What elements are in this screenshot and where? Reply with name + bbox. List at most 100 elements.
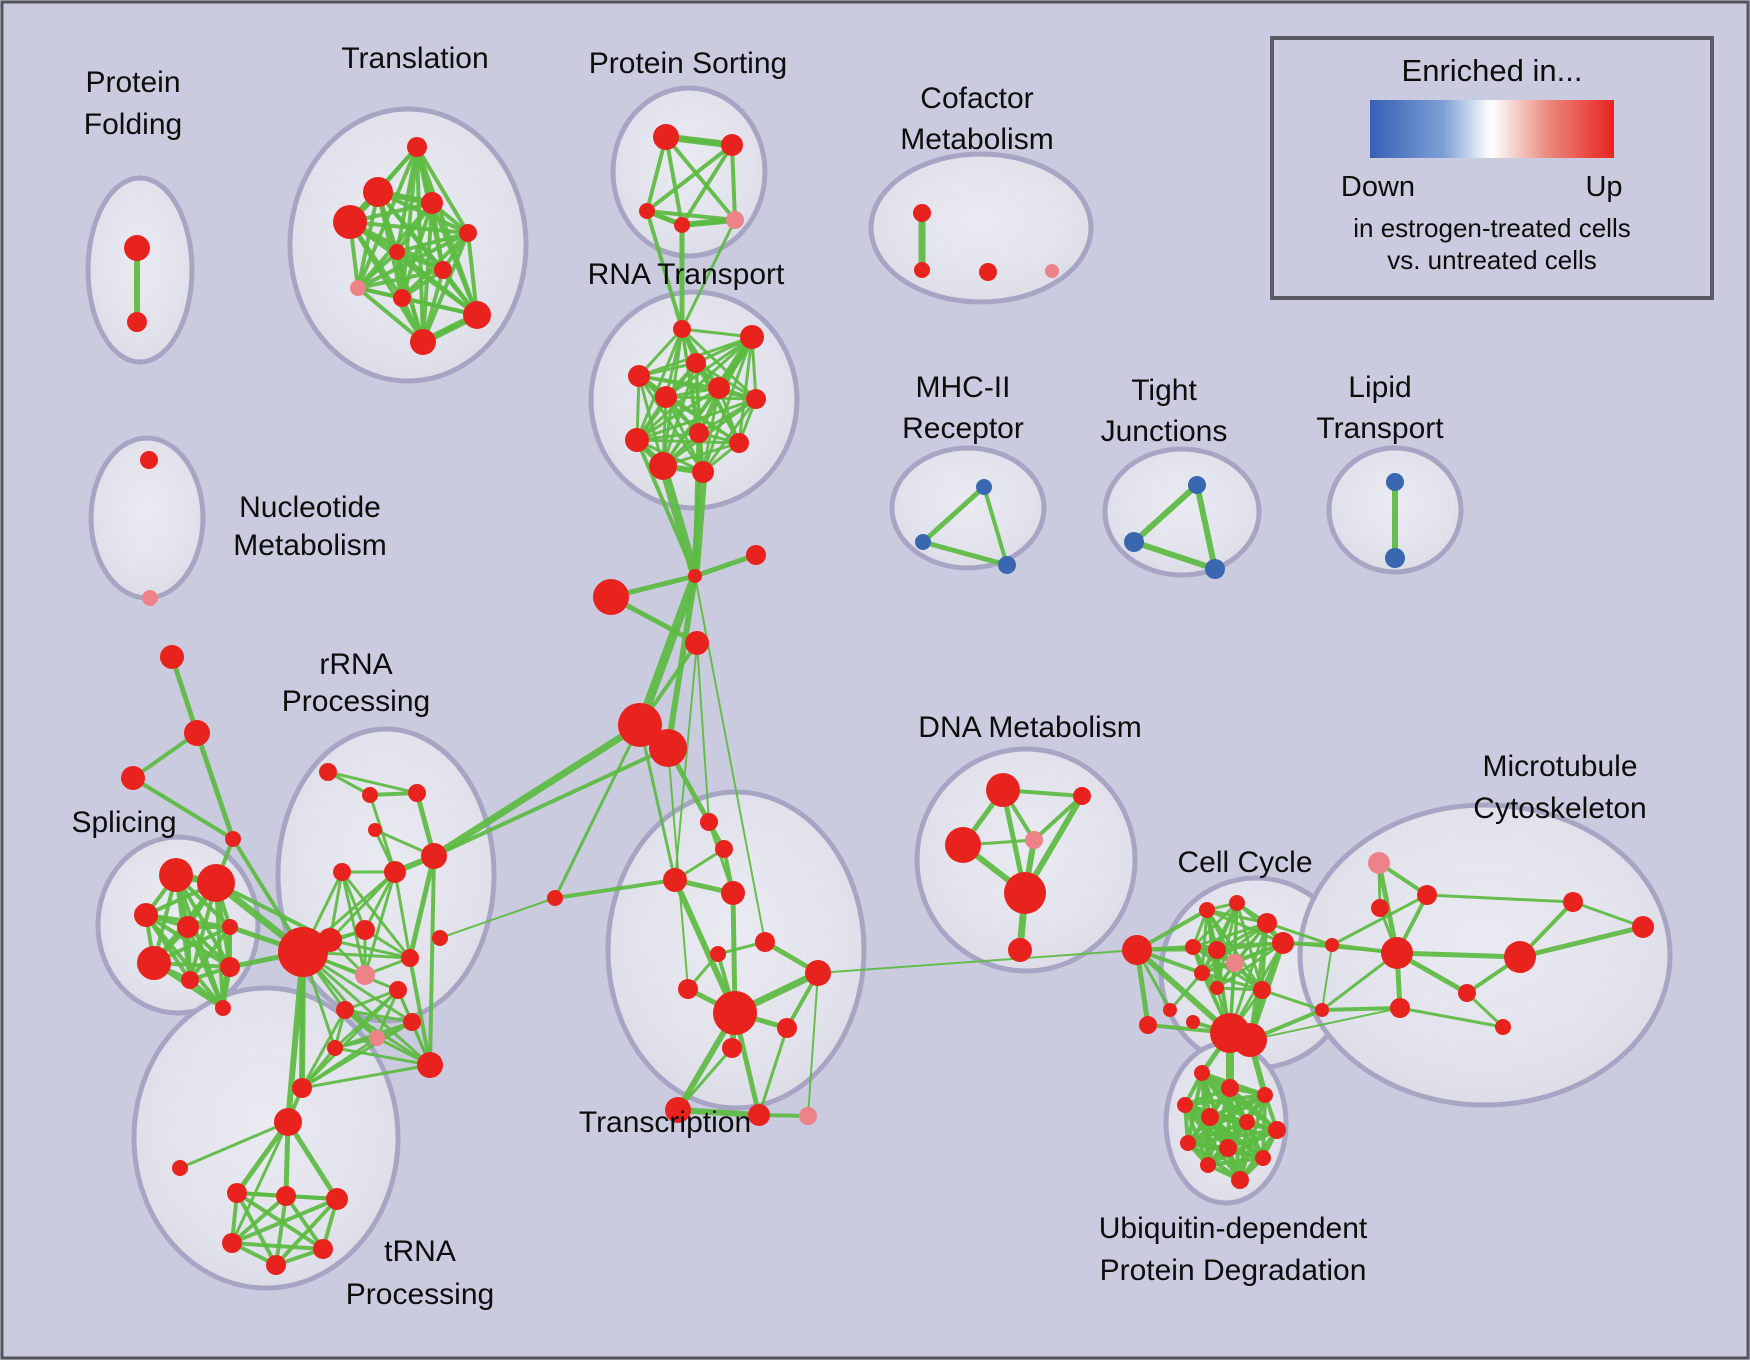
node-cc10-red[interactable] bbox=[1186, 1015, 1200, 1029]
node-ps5-pink[interactable] bbox=[726, 211, 744, 229]
node-tl9-red[interactable] bbox=[393, 289, 411, 307]
node-mh3-blue[interactable] bbox=[998, 556, 1016, 574]
node-rr17-red[interactable] bbox=[417, 1052, 443, 1078]
node-tx14-pink[interactable] bbox=[799, 1107, 817, 1125]
node-rt9-red[interactable] bbox=[625, 428, 649, 452]
node-ub4-red[interactable] bbox=[1177, 1097, 1193, 1113]
node-nm2-pink[interactable] bbox=[142, 590, 158, 606]
node-cc6-red[interactable] bbox=[1208, 941, 1226, 959]
node-hb1-red[interactable] bbox=[618, 703, 662, 747]
node-tx7-red[interactable] bbox=[805, 960, 831, 986]
node-ub10-red[interactable] bbox=[1255, 1150, 1271, 1166]
node-sp8-red[interactable] bbox=[220, 957, 240, 977]
node-rt3-red[interactable] bbox=[686, 353, 706, 373]
node-rr2-red[interactable] bbox=[362, 787, 378, 803]
node-rr7-red[interactable] bbox=[384, 861, 406, 883]
node-ub5-red[interactable] bbox=[1201, 1108, 1219, 1126]
node-rt7-red[interactable] bbox=[746, 389, 766, 409]
node-tx5-red[interactable] bbox=[710, 946, 726, 962]
node-rs3-red[interactable] bbox=[685, 631, 709, 655]
node-ps2-red[interactable] bbox=[721, 134, 743, 156]
node-rr16-red[interactable] bbox=[403, 1013, 421, 1031]
node-rt6-red[interactable] bbox=[655, 386, 677, 408]
node-tx3-red[interactable] bbox=[663, 868, 687, 892]
node-tl10-red[interactable] bbox=[463, 301, 491, 329]
node-tl3-red[interactable] bbox=[421, 192, 443, 214]
node-mt7-red[interactable] bbox=[1632, 916, 1654, 938]
node-tj1-blue[interactable] bbox=[1188, 476, 1206, 494]
node-rt5-red[interactable] bbox=[708, 377, 730, 399]
node-sp5-red[interactable] bbox=[222, 919, 238, 935]
node-cc7-red[interactable] bbox=[1194, 965, 1210, 981]
node-rt1-red[interactable] bbox=[673, 320, 691, 338]
node-rr8-red[interactable] bbox=[355, 920, 375, 940]
node-mt6-red[interactable] bbox=[1563, 892, 1583, 912]
node-rr4-red[interactable] bbox=[421, 843, 447, 869]
node-x1-red[interactable] bbox=[160, 645, 184, 669]
node-cc9-red[interactable] bbox=[1253, 981, 1271, 999]
node-ccL-red[interactable] bbox=[1122, 935, 1152, 965]
node-tj2-blue[interactable] bbox=[1124, 532, 1144, 552]
node-rt2-red[interactable] bbox=[740, 325, 764, 349]
node-rr11-red[interactable] bbox=[401, 949, 419, 967]
node-rr18-red[interactable] bbox=[327, 1040, 343, 1056]
node-tx2-red[interactable] bbox=[715, 840, 733, 858]
node-mt3-red[interactable] bbox=[1458, 984, 1476, 1002]
node-dm5-red[interactable] bbox=[1004, 872, 1046, 914]
node-rr5-red[interactable] bbox=[368, 823, 382, 837]
node-sp1-red[interactable] bbox=[159, 858, 193, 892]
node-cc1-red[interactable] bbox=[1199, 902, 1215, 918]
node-sp2-red[interactable] bbox=[197, 864, 235, 902]
node-rt4-red[interactable] bbox=[628, 365, 650, 387]
node-tx10-red[interactable] bbox=[777, 1018, 797, 1038]
node-rr12-red[interactable] bbox=[432, 930, 448, 946]
node-hx6-red[interactable] bbox=[266, 1255, 286, 1275]
node-sp6-red[interactable] bbox=[137, 946, 171, 980]
node-ps4-red[interactable] bbox=[674, 217, 690, 233]
node-sp4-red[interactable] bbox=[177, 916, 199, 938]
node-mt2-red[interactable] bbox=[1371, 899, 1389, 917]
node-rrH-red[interactable] bbox=[278, 927, 328, 977]
node-rr19-red[interactable] bbox=[292, 1078, 312, 1098]
node-rs1-red[interactable] bbox=[593, 579, 629, 615]
node-dm3-red[interactable] bbox=[945, 827, 981, 863]
node-cc11-red[interactable] bbox=[1139, 1016, 1157, 1034]
node-cf1-red[interactable] bbox=[913, 204, 931, 222]
node-ccB2-red[interactable] bbox=[1233, 1023, 1267, 1057]
node-dm2-red[interactable] bbox=[1073, 787, 1091, 805]
node-ub7-red[interactable] bbox=[1268, 1121, 1286, 1139]
node-cc2-red[interactable] bbox=[1229, 895, 1245, 911]
node-rr6-red[interactable] bbox=[333, 863, 351, 881]
node-pf2-red[interactable] bbox=[127, 312, 147, 332]
node-sp9-red[interactable] bbox=[215, 1000, 231, 1016]
node-tx11-red[interactable] bbox=[722, 1038, 742, 1058]
node-rr10-pink[interactable] bbox=[355, 965, 375, 985]
node-dm6-red[interactable] bbox=[1008, 938, 1032, 962]
node-tl2-red[interactable] bbox=[363, 177, 393, 207]
node-cf4-pink[interactable] bbox=[1045, 264, 1059, 278]
node-hx1-red[interactable] bbox=[227, 1183, 247, 1203]
node-rr15-red[interactable] bbox=[389, 981, 407, 999]
node-tx1-red[interactable] bbox=[700, 813, 718, 831]
node-ub3-red[interactable] bbox=[1257, 1087, 1273, 1103]
node-mh2-blue[interactable] bbox=[915, 534, 931, 550]
node-cc5-red[interactable] bbox=[1185, 939, 1201, 955]
node-mh1-blue[interactable] bbox=[976, 479, 992, 495]
node-ub2-red[interactable] bbox=[1221, 1079, 1239, 1097]
node-cf3-red[interactable] bbox=[979, 263, 997, 281]
node-lt1-blue[interactable] bbox=[1386, 473, 1404, 491]
node-th2-red[interactable] bbox=[172, 1160, 188, 1176]
node-hx2-red[interactable] bbox=[276, 1186, 296, 1206]
node-rr14-red[interactable] bbox=[336, 1001, 354, 1019]
node-tx8-red[interactable] bbox=[678, 979, 698, 999]
node-mtp-pink[interactable] bbox=[1368, 852, 1390, 874]
node-hx3-red[interactable] bbox=[326, 1188, 348, 1210]
node-lt2-blue[interactable] bbox=[1385, 548, 1405, 568]
node-tl7-red[interactable] bbox=[434, 261, 452, 279]
node-bg1-red[interactable] bbox=[1325, 938, 1339, 952]
node-ub6-red[interactable] bbox=[1239, 1114, 1255, 1130]
node-tx6-red[interactable] bbox=[755, 932, 775, 952]
node-mt8-red[interactable] bbox=[1495, 1019, 1511, 1035]
node-tl11-red[interactable] bbox=[410, 329, 436, 355]
node-sp3-red[interactable] bbox=[134, 903, 158, 927]
